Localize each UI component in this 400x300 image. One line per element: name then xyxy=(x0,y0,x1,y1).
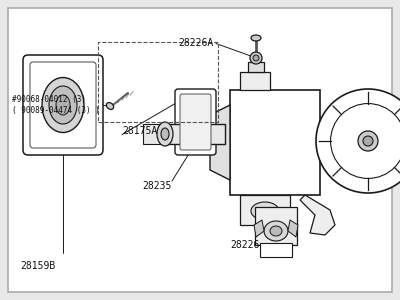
Text: 28226A: 28226A xyxy=(178,38,213,49)
Ellipse shape xyxy=(56,95,70,115)
Ellipse shape xyxy=(250,52,262,64)
FancyBboxPatch shape xyxy=(30,62,96,148)
Polygon shape xyxy=(288,220,298,237)
Circle shape xyxy=(316,89,400,193)
Ellipse shape xyxy=(157,122,173,146)
FancyBboxPatch shape xyxy=(23,55,103,155)
Circle shape xyxy=(330,103,400,178)
Bar xyxy=(143,124,165,144)
Circle shape xyxy=(363,136,373,146)
Ellipse shape xyxy=(49,86,77,124)
Ellipse shape xyxy=(251,202,279,220)
FancyBboxPatch shape xyxy=(180,94,211,150)
Ellipse shape xyxy=(270,226,282,236)
Bar xyxy=(230,90,320,195)
Bar xyxy=(240,72,270,90)
Ellipse shape xyxy=(251,35,261,41)
Bar xyxy=(165,124,225,144)
FancyBboxPatch shape xyxy=(175,89,216,155)
Bar xyxy=(248,62,264,72)
Bar xyxy=(240,195,290,225)
Ellipse shape xyxy=(161,128,169,140)
Bar xyxy=(260,243,292,257)
Bar xyxy=(255,207,297,245)
Ellipse shape xyxy=(253,55,259,61)
Text: 28226: 28226 xyxy=(230,239,259,250)
Text: 28175A: 28175A xyxy=(122,125,157,136)
Polygon shape xyxy=(210,105,230,180)
Bar xyxy=(320,125,330,160)
Text: #90068-04012 (3)
( 90089-04474 (3) ): #90068-04012 (3) ( 90089-04474 (3) ) xyxy=(12,94,100,116)
Text: 28159B: 28159B xyxy=(20,261,56,271)
Polygon shape xyxy=(300,195,335,235)
Ellipse shape xyxy=(264,221,288,241)
Ellipse shape xyxy=(42,77,84,133)
Polygon shape xyxy=(254,220,264,237)
Ellipse shape xyxy=(106,103,114,110)
Text: 28235: 28235 xyxy=(142,181,171,191)
Bar xyxy=(98,42,218,122)
Circle shape xyxy=(358,131,378,151)
